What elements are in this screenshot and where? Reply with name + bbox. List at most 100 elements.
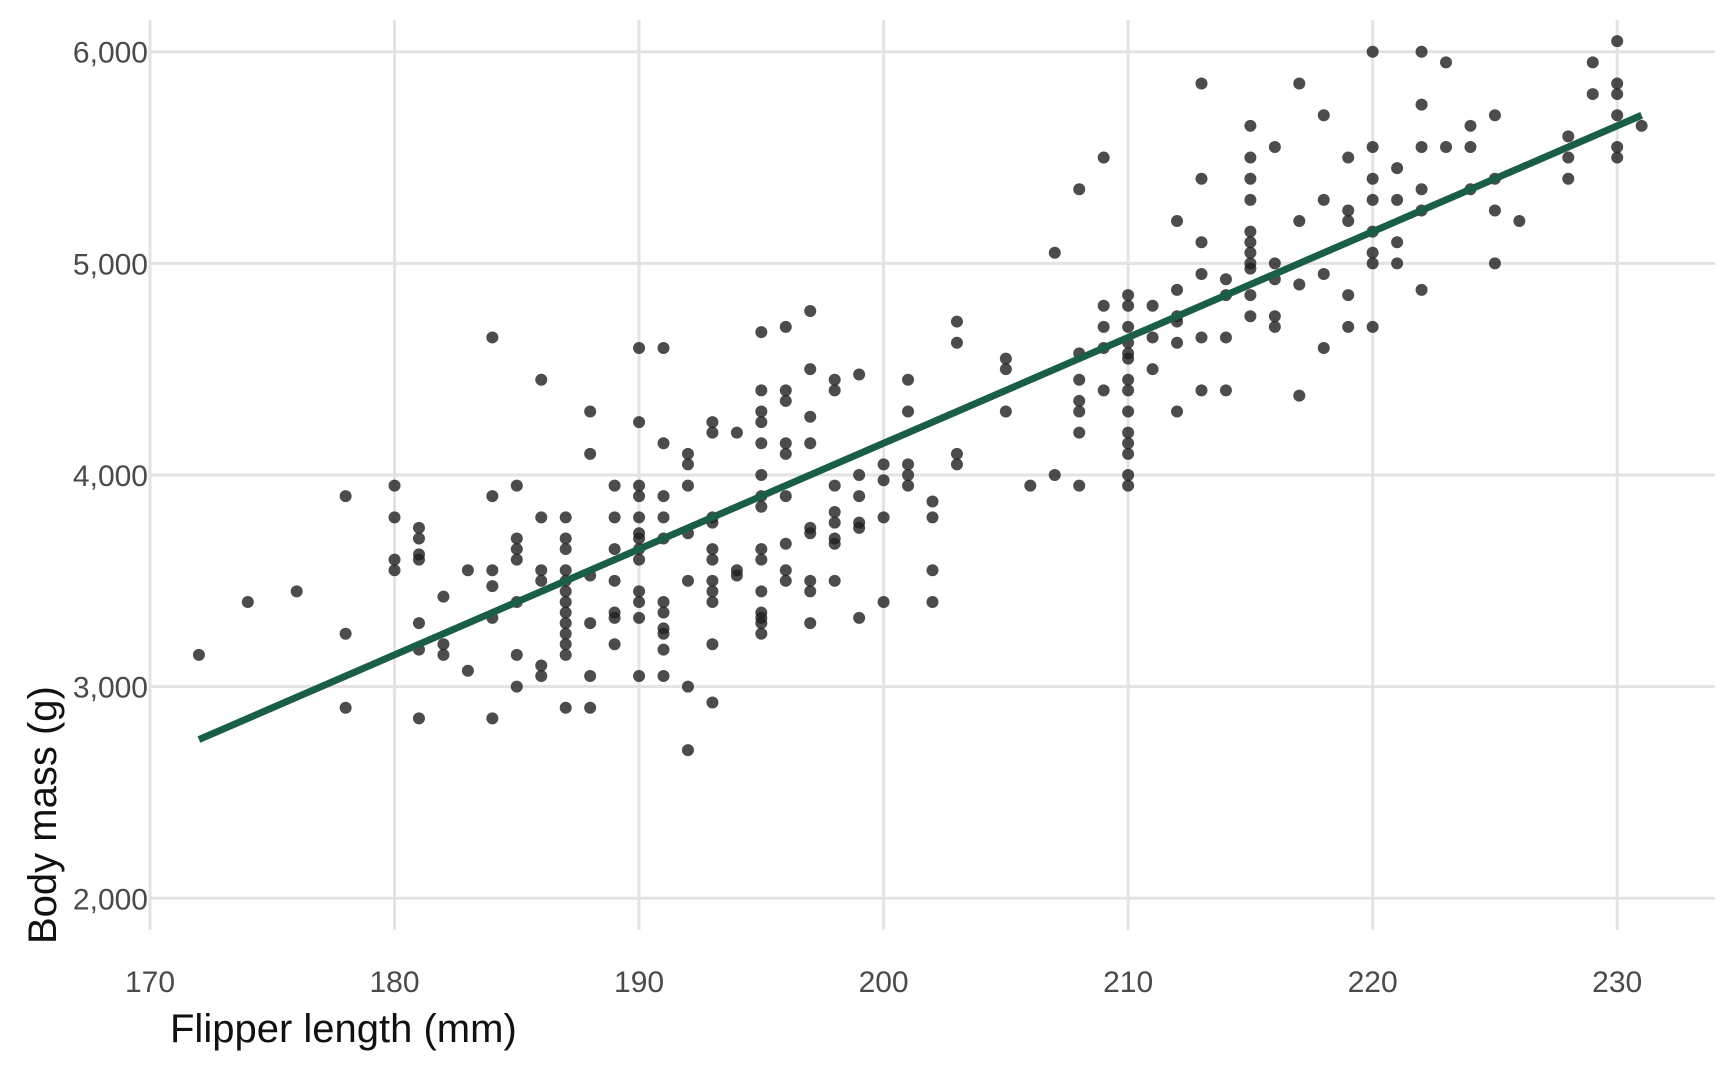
data-point <box>828 479 841 492</box>
data-point <box>1440 56 1453 69</box>
data-point <box>1195 172 1208 185</box>
x-tick-label: 230 <box>1592 966 1642 999</box>
data-point <box>1171 215 1184 228</box>
data-point <box>755 326 768 339</box>
data-point <box>510 648 523 661</box>
data-point <box>1488 204 1501 217</box>
data-point <box>877 511 890 524</box>
x-tick-label: 180 <box>370 966 420 999</box>
data-point <box>999 352 1012 365</box>
data-point <box>950 336 963 349</box>
data-point <box>559 585 572 598</box>
data-point <box>755 627 768 640</box>
data-point <box>1415 98 1428 111</box>
data-point <box>1342 204 1355 217</box>
data-point <box>339 701 352 714</box>
data-point <box>1611 35 1624 48</box>
data-point <box>779 574 792 587</box>
data-point <box>584 405 597 418</box>
data-point <box>1342 289 1355 302</box>
data-point <box>804 363 817 376</box>
data-point <box>779 537 792 550</box>
data-point <box>1415 183 1428 196</box>
data-point <box>1122 352 1135 365</box>
data-point <box>902 458 915 471</box>
data-point <box>1317 267 1330 280</box>
x-axis-label: Flipper length (mm) <box>170 1007 517 1051</box>
data-point <box>412 553 425 566</box>
data-point <box>1122 469 1135 481</box>
y-tick-label: 3,000 <box>73 672 148 705</box>
data-point <box>608 638 621 651</box>
data-point <box>608 543 621 556</box>
data-point <box>1219 384 1232 397</box>
data-point <box>657 342 670 355</box>
data-point <box>853 368 866 381</box>
data-point <box>1391 236 1404 249</box>
data-point <box>828 574 841 587</box>
data-point <box>608 511 621 524</box>
data-point <box>1122 447 1135 460</box>
data-point <box>828 516 841 529</box>
data-point <box>1195 77 1208 90</box>
y-tick-label: 5,000 <box>73 248 148 281</box>
data-point <box>1366 193 1379 206</box>
data-point <box>486 712 499 725</box>
data-point <box>1146 299 1159 312</box>
data-point <box>1293 389 1306 402</box>
data-point <box>1562 172 1575 185</box>
data-point <box>681 458 694 471</box>
data-point <box>1366 172 1379 185</box>
data-point <box>633 611 646 624</box>
data-point <box>706 416 719 429</box>
data-point <box>1146 363 1159 376</box>
data-point <box>1268 320 1281 333</box>
data-point <box>779 320 792 333</box>
data-point <box>1562 151 1575 164</box>
data-point <box>1195 236 1208 249</box>
data-point <box>706 553 719 566</box>
data-point <box>1611 77 1624 90</box>
data-point <box>559 595 572 608</box>
data-point <box>1048 246 1061 259</box>
data-point <box>608 574 621 587</box>
data-point <box>559 564 572 577</box>
data-point <box>706 638 719 651</box>
data-point <box>559 648 572 661</box>
data-point <box>1244 172 1257 185</box>
data-point <box>681 574 694 587</box>
data-point <box>1366 140 1379 153</box>
y-axis-label: Body mass (g) <box>21 686 65 944</box>
data-point <box>559 627 572 640</box>
data-point <box>1122 373 1135 386</box>
data-point <box>926 595 939 608</box>
data-point <box>1415 45 1428 58</box>
data-point <box>1342 215 1355 228</box>
data-point <box>412 521 425 534</box>
data-point <box>950 315 963 328</box>
data-point <box>1586 56 1599 69</box>
y-tick-label: 2,000 <box>73 883 148 916</box>
data-point <box>1244 289 1257 302</box>
data-point <box>681 447 694 460</box>
data-point <box>804 574 817 587</box>
data-point <box>1293 278 1306 291</box>
data-point <box>1366 45 1379 58</box>
data-point <box>633 595 646 608</box>
x-tick-label: 220 <box>1348 966 1398 999</box>
data-point <box>461 564 474 577</box>
data-point <box>608 479 621 492</box>
data-point <box>1611 140 1624 153</box>
data-point <box>1415 140 1428 153</box>
data-point <box>902 405 915 418</box>
data-point <box>1317 342 1330 355</box>
data-point <box>1073 394 1086 407</box>
data-point <box>779 384 792 397</box>
data-point <box>1073 479 1086 492</box>
data-point <box>584 617 597 630</box>
data-point <box>804 437 817 450</box>
data-point <box>1122 479 1135 492</box>
data-point <box>559 617 572 630</box>
data-point <box>1024 479 1037 492</box>
